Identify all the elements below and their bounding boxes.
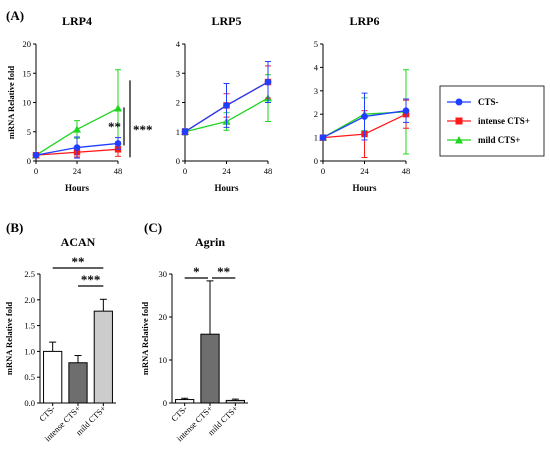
x-tick-label: CTS- [37, 403, 57, 423]
bar [68, 362, 88, 404]
y-tick-label: 30 [159, 269, 168, 279]
y-tick-label: 0 [314, 156, 318, 166]
y-tick-label: 2.0 [24, 295, 35, 305]
y-axis-label: mRNA Relative fold [4, 302, 14, 375]
y-tick-label: 0 [176, 156, 180, 166]
y-tick-label: 4 [314, 62, 319, 72]
x-tick-label: 24 [73, 166, 82, 176]
legend-marker-square-icon [455, 117, 463, 125]
y-tick-label: 15 [23, 68, 32, 78]
y-axis-label: mRNA Relative fold [6, 66, 16, 139]
y-tick-label: 5 [314, 39, 318, 49]
point-marker-circle [223, 102, 230, 109]
y-tick-label: 3 [314, 86, 318, 96]
bar [93, 310, 113, 404]
y-tick-label: 2.5 [24, 269, 35, 279]
legend-item-mild: mild CTS+ [447, 135, 520, 145]
y-tick-label: 1.5 [24, 321, 35, 331]
point-marker-circle [264, 78, 272, 86]
y-tick-label: 10 [23, 98, 32, 108]
y-tick-label: 1 [314, 133, 318, 143]
point-marker-triangle [73, 125, 81, 133]
chart-acan: ACAN 0.0 0.5 1.0 1.5 2.0 2.5 mRNA Relative fold… [4, 235, 116, 443]
x-axis-label: Hours [214, 183, 239, 193]
legend-label: CTS- [478, 97, 499, 107]
panel-letter-c: (C) [144, 220, 162, 235]
point-marker-circle [32, 151, 40, 159]
y-tick-label: 0 [163, 398, 167, 408]
significance-label: *** [133, 122, 153, 137]
y-tick-label: 0.0 [24, 398, 35, 408]
x-tick-label: CTS- [169, 403, 189, 423]
x-axis-label: Hours [352, 183, 377, 193]
legend-label: mild CTS+ [478, 135, 520, 145]
y-tick-label: 1 [176, 127, 180, 137]
panel-letter-b: (B) [6, 220, 23, 235]
x-tick-label: 0 [183, 166, 187, 176]
x-tick-label: 48 [402, 166, 411, 176]
y-axis-label: mRNA Relative fold [140, 302, 150, 375]
y-tick-label: 10 [159, 355, 168, 365]
point-marker-circle [319, 134, 327, 141]
chart-title: Agrin [195, 235, 225, 249]
x-tick-label: 0 [321, 166, 325, 176]
series-0 [181, 61, 272, 136]
x-axis-label: Hours [65, 183, 90, 193]
legend-item-cts-minus: CTS- [447, 97, 499, 107]
y-tick-label: 0.5 [24, 372, 35, 382]
chart-lrp4: LRP4 0 5 10 15 20 0 24 48 Hours mRNA Relative fold… [6, 14, 153, 193]
legend-item-intense: intense CTS+ [447, 116, 530, 126]
legend-marker-triangle-icon [455, 136, 463, 144]
x-tick-label: 24 [360, 166, 369, 176]
series-0 [32, 136, 122, 159]
significance-label: *** [81, 272, 101, 287]
point-marker-circle [181, 128, 189, 136]
x-tick-label: 0 [34, 166, 38, 176]
point-marker-circle [361, 113, 368, 120]
bar [225, 399, 245, 404]
x-tick-label: 24 [222, 166, 231, 176]
point-marker-circle [73, 144, 81, 151]
y-tick-label: 20 [23, 39, 32, 49]
legend-marker-circle-icon [455, 98, 463, 106]
chart-lrp5: LRP5 0 1 2 3 4 0 24 48 Hours [176, 14, 273, 193]
y-tick-label: 2 [314, 109, 318, 119]
x-tick-label: 48 [114, 166, 123, 176]
bar [175, 399, 195, 404]
chart-title: LRP5 [212, 14, 242, 28]
y-tick-label: 0 [27, 156, 31, 166]
point-marker-circle [114, 140, 122, 147]
point-marker-triangle [114, 104, 122, 112]
significance-label: ** [72, 254, 85, 269]
y-tick-label: 4 [176, 39, 181, 49]
chart-title: ACAN [61, 235, 96, 249]
significance-label: ** [108, 119, 121, 134]
y-tick-label: 1.0 [24, 346, 35, 356]
significance-label: * [193, 264, 200, 279]
point-marker-circle [402, 107, 410, 114]
chart-lrp6: LRP6 0 1 2 3 4 5 0 24 48 Hours [314, 14, 411, 193]
bar [200, 333, 220, 404]
x-tick-label: 48 [264, 166, 273, 176]
chart-title: LRP4 [62, 14, 92, 28]
y-tick-label: 20 [159, 312, 168, 322]
y-tick-label: 2 [176, 98, 180, 108]
panel-letter-a: (A) [6, 8, 24, 23]
bar [43, 350, 63, 404]
chart-title: LRP6 [350, 14, 380, 28]
y-tick-label: 3 [176, 68, 180, 78]
y-tick-label: 5 [27, 127, 31, 137]
legend: CTS- intense CTS+ mild CTS+ [439, 85, 545, 157]
significance-label: ** [217, 264, 230, 279]
legend-label: intense CTS+ [478, 116, 530, 126]
series-0 [319, 92, 410, 141]
